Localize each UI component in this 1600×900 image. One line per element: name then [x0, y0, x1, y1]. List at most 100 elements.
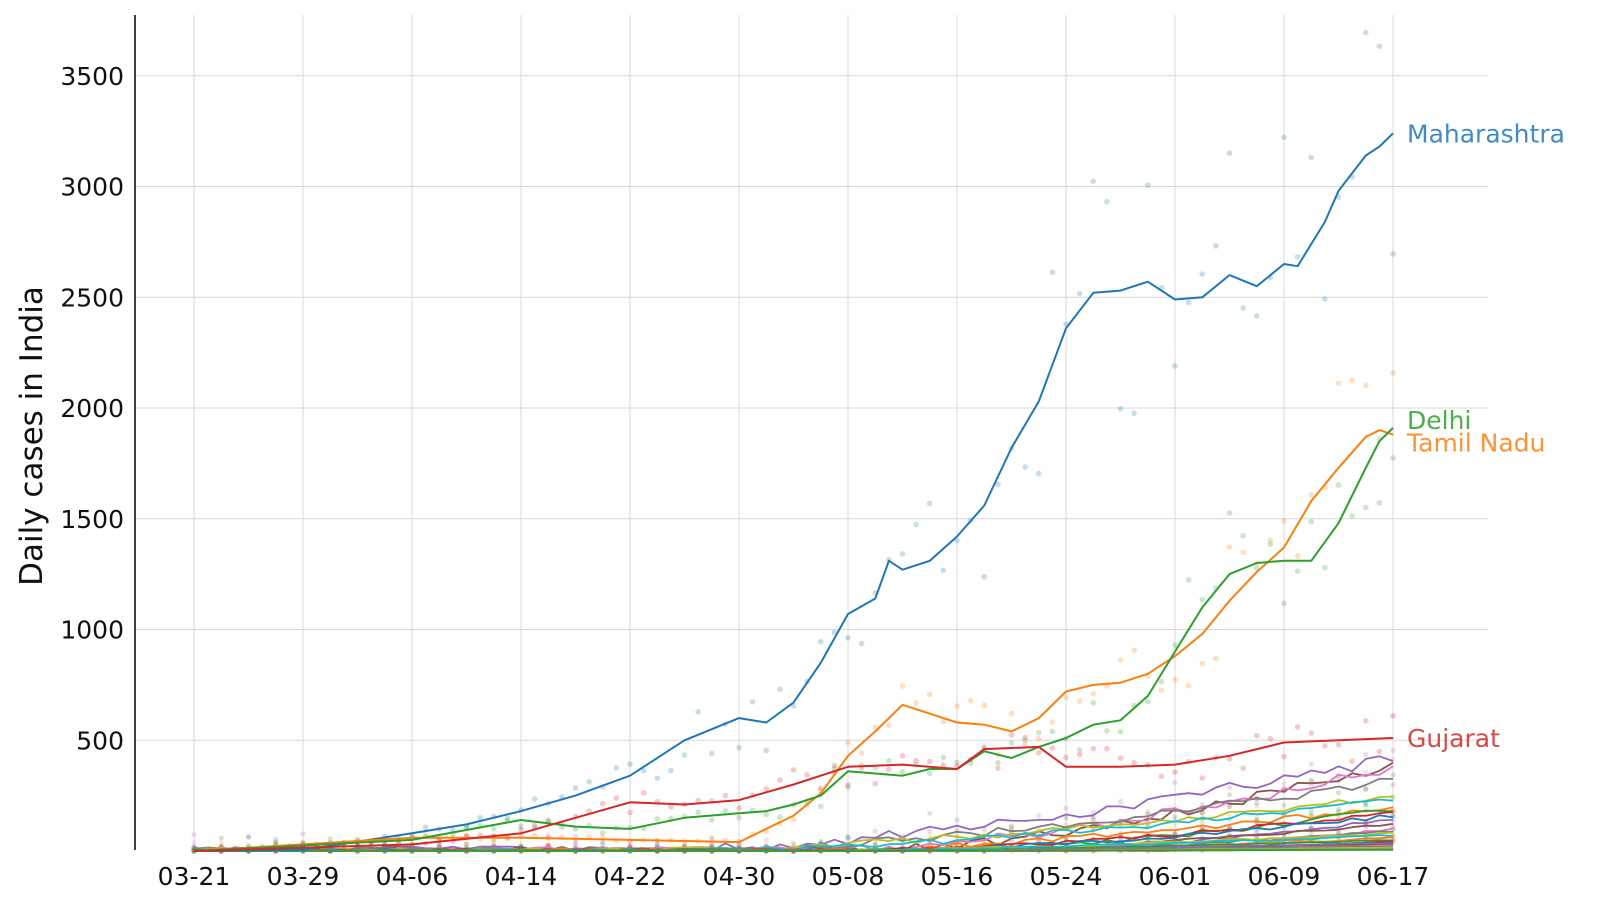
daily-point [954, 537, 960, 544]
daily-point [872, 841, 878, 847]
daily-point [940, 567, 947, 574]
daily-point [273, 836, 279, 842]
series-line [193, 132, 1394, 852]
daily-point [1117, 657, 1124, 663]
daily-point [1199, 775, 1206, 781]
daily-point [245, 834, 252, 840]
daily-point [940, 754, 947, 761]
daily-point [668, 767, 674, 774]
daily-point [1240, 549, 1246, 556]
daily-point [463, 832, 470, 838]
daily-point [1322, 743, 1328, 749]
daily-point [436, 843, 442, 849]
daily-point [722, 808, 729, 814]
x-tick-label: 05-08 [812, 862, 885, 891]
daily-point [1281, 134, 1287, 141]
daily-point [1117, 405, 1124, 412]
daily-point [1240, 305, 1246, 311]
daily-point [1104, 745, 1110, 752]
daily-point [886, 757, 892, 764]
daily-point [1008, 824, 1015, 830]
daily-point [749, 698, 756, 705]
daily-point [627, 842, 633, 849]
daily-point [1172, 780, 1178, 786]
daily-point [1035, 470, 1042, 477]
daily-point [1063, 805, 1069, 811]
daily-point [845, 835, 851, 841]
daily-point [1308, 777, 1314, 783]
daily-point [1267, 541, 1274, 548]
daily-point [1226, 150, 1233, 156]
daily-point [709, 834, 715, 841]
daily-point [1349, 513, 1355, 519]
daily-point [572, 841, 579, 847]
daily-point [191, 840, 197, 846]
daily-point [1008, 823, 1015, 829]
daily-point [1008, 710, 1015, 717]
daily-point [995, 759, 1001, 766]
daily-point [1335, 808, 1342, 814]
daily-point [477, 815, 483, 821]
daily-point [913, 521, 919, 528]
daily-point [599, 800, 606, 807]
daily-point [1363, 786, 1369, 792]
daily-point [1308, 518, 1315, 525]
daily-point [422, 824, 429, 831]
daily-point [627, 761, 633, 767]
daily-point [1335, 741, 1342, 748]
daily-point [1145, 809, 1151, 815]
daily-point [586, 779, 592, 785]
daily-point [1335, 806, 1342, 812]
daily-point [1035, 749, 1042, 756]
daily-point [1172, 814, 1178, 820]
daily-point [1090, 816, 1096, 822]
daily-point [954, 817, 960, 823]
daily-point [858, 640, 865, 647]
daily-point [1253, 732, 1260, 739]
daily-point [1226, 544, 1233, 550]
daily-point [845, 784, 851, 791]
daily-point [1063, 694, 1069, 701]
daily-point [1362, 504, 1369, 511]
daily-point [736, 842, 742, 848]
daily-point [191, 832, 197, 838]
daily-point [926, 691, 933, 698]
daily-point [954, 759, 960, 766]
daily-point [1294, 254, 1301, 260]
daily-point [1363, 751, 1369, 757]
series-line [193, 737, 1394, 852]
daily-point [1362, 29, 1369, 36]
daily-point [1185, 577, 1192, 583]
daily-point [1281, 753, 1287, 760]
daily-point [763, 747, 770, 754]
x-tick-label: 05-24 [1030, 862, 1103, 891]
daily-point [218, 835, 224, 841]
daily-point [954, 826, 960, 833]
daily-point [1199, 596, 1206, 603]
daily-point [1281, 600, 1287, 607]
daily-point [1158, 773, 1165, 780]
daily-point [1349, 758, 1355, 764]
daily-point [1049, 719, 1056, 725]
daily-point [1335, 482, 1342, 488]
daily-point [1104, 198, 1110, 205]
daily-point [1294, 553, 1301, 559]
daily-point [599, 830, 606, 836]
series-label: Gujarat [1407, 724, 1500, 753]
daily-point [627, 809, 633, 816]
daily-point [886, 722, 892, 728]
daily-point [654, 841, 660, 847]
daily-point [845, 834, 851, 840]
daily-point [681, 752, 688, 758]
daily-point [1090, 690, 1097, 697]
daily-point [491, 838, 497, 844]
daily-point [817, 803, 824, 810]
y-tick-label: 3000 [60, 173, 124, 202]
daily-point [1294, 568, 1301, 574]
daily-point [1035, 735, 1042, 742]
daily-point [1390, 782, 1396, 788]
daily-point [531, 822, 538, 829]
daily-point [654, 816, 661, 822]
daily-point [736, 744, 742, 751]
